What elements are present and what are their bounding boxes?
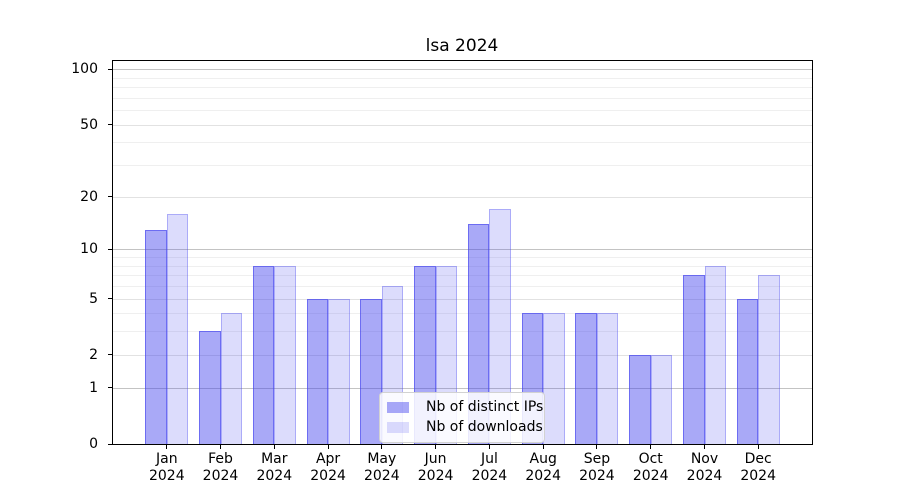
x-tick-label-jun: Jun 2024 bbox=[417, 451, 454, 484]
x-tick-feb bbox=[220, 445, 221, 449]
x-tick-label-jul: Jul 2024 bbox=[471, 451, 508, 484]
x-tick-mar bbox=[273, 445, 275, 449]
bar-oct-distinct-ips bbox=[629, 354, 651, 444]
bar-sep-distinct-ips bbox=[575, 313, 597, 444]
gridline-minor-y9 bbox=[113, 257, 812, 258]
x-tick-label-mar: Mar 2024 bbox=[256, 451, 293, 484]
y-tick-20 bbox=[108, 196, 112, 198]
y-tick-2 bbox=[108, 354, 112, 356]
gridline-sub-y2 bbox=[113, 354, 812, 356]
legend-swatch-downloads bbox=[387, 421, 409, 433]
bar-dec-distinct-ips bbox=[736, 298, 759, 444]
bar-nov-downloads bbox=[704, 265, 726, 444]
x-tick-apr bbox=[327, 445, 329, 449]
y-tick-10 bbox=[108, 248, 112, 250]
x-tick-label-apr: Apr 2024 bbox=[310, 451, 346, 484]
bar-mar-downloads bbox=[274, 265, 296, 444]
bar-feb-downloads bbox=[220, 313, 242, 444]
bar-feb-distinct-ips bbox=[199, 331, 221, 444]
x-tick-label-aug: Aug 2024 bbox=[525, 451, 561, 484]
x-tick-jul bbox=[488, 445, 490, 449]
x-tick-jan bbox=[166, 445, 168, 449]
x-tick-nov bbox=[704, 445, 705, 449]
y-tick-label-2: 2 bbox=[89, 346, 98, 363]
y-tick-label-5: 5 bbox=[89, 290, 98, 307]
y-tick-0 bbox=[108, 443, 112, 445]
x-tick-label-jan: Jan 2024 bbox=[148, 451, 185, 484]
bar-sep-downloads bbox=[596, 313, 619, 444]
plot-area: Nb of distinct IPs Nb of downloads bbox=[112, 60, 813, 445]
x-tick-label-feb: Feb 2024 bbox=[202, 451, 239, 484]
gridline-sub-y50 bbox=[113, 124, 812, 126]
bar-jul-downloads bbox=[489, 209, 511, 444]
y-tick-label-100: 100 bbox=[71, 61, 98, 78]
bar-dec-downloads bbox=[758, 275, 780, 444]
y-tick-100 bbox=[108, 68, 112, 70]
bar-aug-downloads bbox=[543, 313, 565, 444]
y-tick-label-10: 10 bbox=[80, 241, 98, 258]
x-tick-label-dec: Dec 2024 bbox=[740, 451, 776, 484]
legend-row-downloads: Nb of downloads bbox=[387, 417, 543, 437]
bar-mar-distinct-ips bbox=[252, 265, 275, 444]
gridline-minor-y6 bbox=[113, 286, 812, 287]
x-tick-label-oct: Oct 2024 bbox=[632, 451, 669, 484]
x-tick-label-nov: Nov 2024 bbox=[686, 451, 723, 484]
bar-jan-distinct-ips bbox=[145, 229, 167, 444]
x-tick-sep bbox=[596, 445, 598, 449]
gridline-minor-y90 bbox=[113, 77, 812, 79]
gridline-major-y1 bbox=[113, 387, 812, 389]
y-tick-label-0: 0 bbox=[89, 436, 98, 452]
gridline-minor-y7 bbox=[113, 275, 812, 277]
gridline-minor-y30 bbox=[113, 165, 812, 167]
bar-oct-downloads bbox=[650, 354, 673, 444]
x-tick-aug bbox=[542, 445, 544, 449]
x-tick-label-sep: Sep 2024 bbox=[579, 451, 615, 484]
x-tick-oct bbox=[650, 445, 652, 449]
legend: Nb of distinct IPs Nb of downloads bbox=[379, 392, 545, 443]
gridline-sub-y20 bbox=[113, 196, 812, 198]
bar-jul-distinct-ips bbox=[467, 224, 490, 444]
gridline-major-y100 bbox=[113, 69, 812, 71]
y-tick-label-50: 50 bbox=[80, 116, 98, 133]
legend-swatch-distinct-ips bbox=[387, 401, 409, 413]
bar-apr-downloads bbox=[328, 298, 350, 444]
bar-nov-distinct-ips bbox=[683, 275, 705, 444]
y-tick-label-20: 20 bbox=[80, 188, 98, 205]
y-tick-label-1: 1 bbox=[89, 379, 98, 396]
legend-label-downloads: Nb of downloads bbox=[426, 419, 543, 435]
gridline-minor-y40 bbox=[113, 142, 812, 144]
gridline-minor-y8 bbox=[113, 265, 812, 267]
y-tick-1 bbox=[108, 387, 112, 389]
x-tick-dec bbox=[757, 445, 759, 449]
bar-may-distinct-ips bbox=[360, 298, 382, 444]
bar-jan-downloads bbox=[166, 213, 189, 444]
y-tick-5 bbox=[108, 298, 112, 299]
gridline-minor-y80 bbox=[113, 87, 812, 89]
legend-label-distinct-ips: Nb of distinct IPs bbox=[426, 399, 544, 415]
gridline-sub-y5 bbox=[113, 298, 812, 300]
x-tick-jun bbox=[435, 445, 437, 449]
gridline-major-y10 bbox=[113, 249, 812, 251]
gridline-minor-y60 bbox=[113, 110, 812, 112]
bar-apr-distinct-ips bbox=[306, 298, 329, 444]
legend-row-ips: Nb of distinct IPs bbox=[387, 397, 543, 417]
x-tick-label-may: May 2024 bbox=[363, 451, 400, 484]
chart-title: lsa 2024 bbox=[425, 36, 499, 56]
y-tick-50 bbox=[108, 124, 112, 126]
x-tick-may bbox=[381, 445, 383, 449]
gridline-minor-y4 bbox=[113, 313, 812, 315]
gridline-minor-y3 bbox=[113, 331, 812, 333]
gridline-minor-y70 bbox=[113, 97, 812, 99]
